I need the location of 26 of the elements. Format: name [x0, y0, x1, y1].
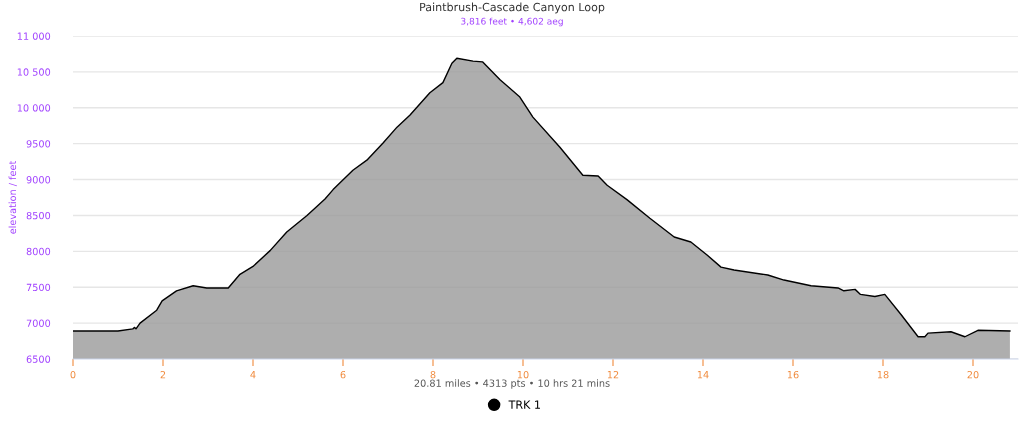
x-tick-label: 18 [877, 370, 889, 379]
legend-label: TRK 1 [508, 400, 540, 409]
x-tick-label: 6 [340, 370, 346, 379]
y-tick-label: 9500 [26, 140, 51, 148]
x-tick-label: 14 [697, 371, 709, 379]
chart-title: Paintbrush-Cascade Canyon Loop [420, 2, 605, 14]
y-tick-label: 7500 [26, 283, 51, 292]
x-tick-label: 16 [787, 370, 799, 379]
x-tick-label: 4 [250, 371, 256, 379]
x-tick-label: 8 [430, 370, 436, 379]
x-tick-label: 2 [160, 370, 166, 379]
y-tick-label: 8500 [26, 211, 51, 220]
y-tick-label: 10 500 [17, 68, 51, 76]
x-tick-label: 0 [70, 370, 76, 379]
y-tick-label: 11 000 [17, 32, 51, 40]
x-tick-label: 10 [517, 370, 529, 379]
text: 20.81 miles • 4313 pts • 10 hrs 21 mins [414, 379, 610, 389]
y-tick-label: 8000 [26, 247, 51, 256]
y-tick-label: 10 000 [17, 104, 51, 112]
y-tick-label: 6500 [26, 355, 51, 363]
x-tick-label: 12 [607, 370, 619, 379]
y-axis-title: elevation / feet [8, 160, 17, 234]
chart-subtitle: 3,816 feet • 4,602 aeg [461, 17, 563, 27]
y-tick-label: 7000 [26, 319, 51, 327]
x-tick-label: 20 [967, 370, 979, 379]
y-tick-label: 9000 [26, 176, 51, 184]
